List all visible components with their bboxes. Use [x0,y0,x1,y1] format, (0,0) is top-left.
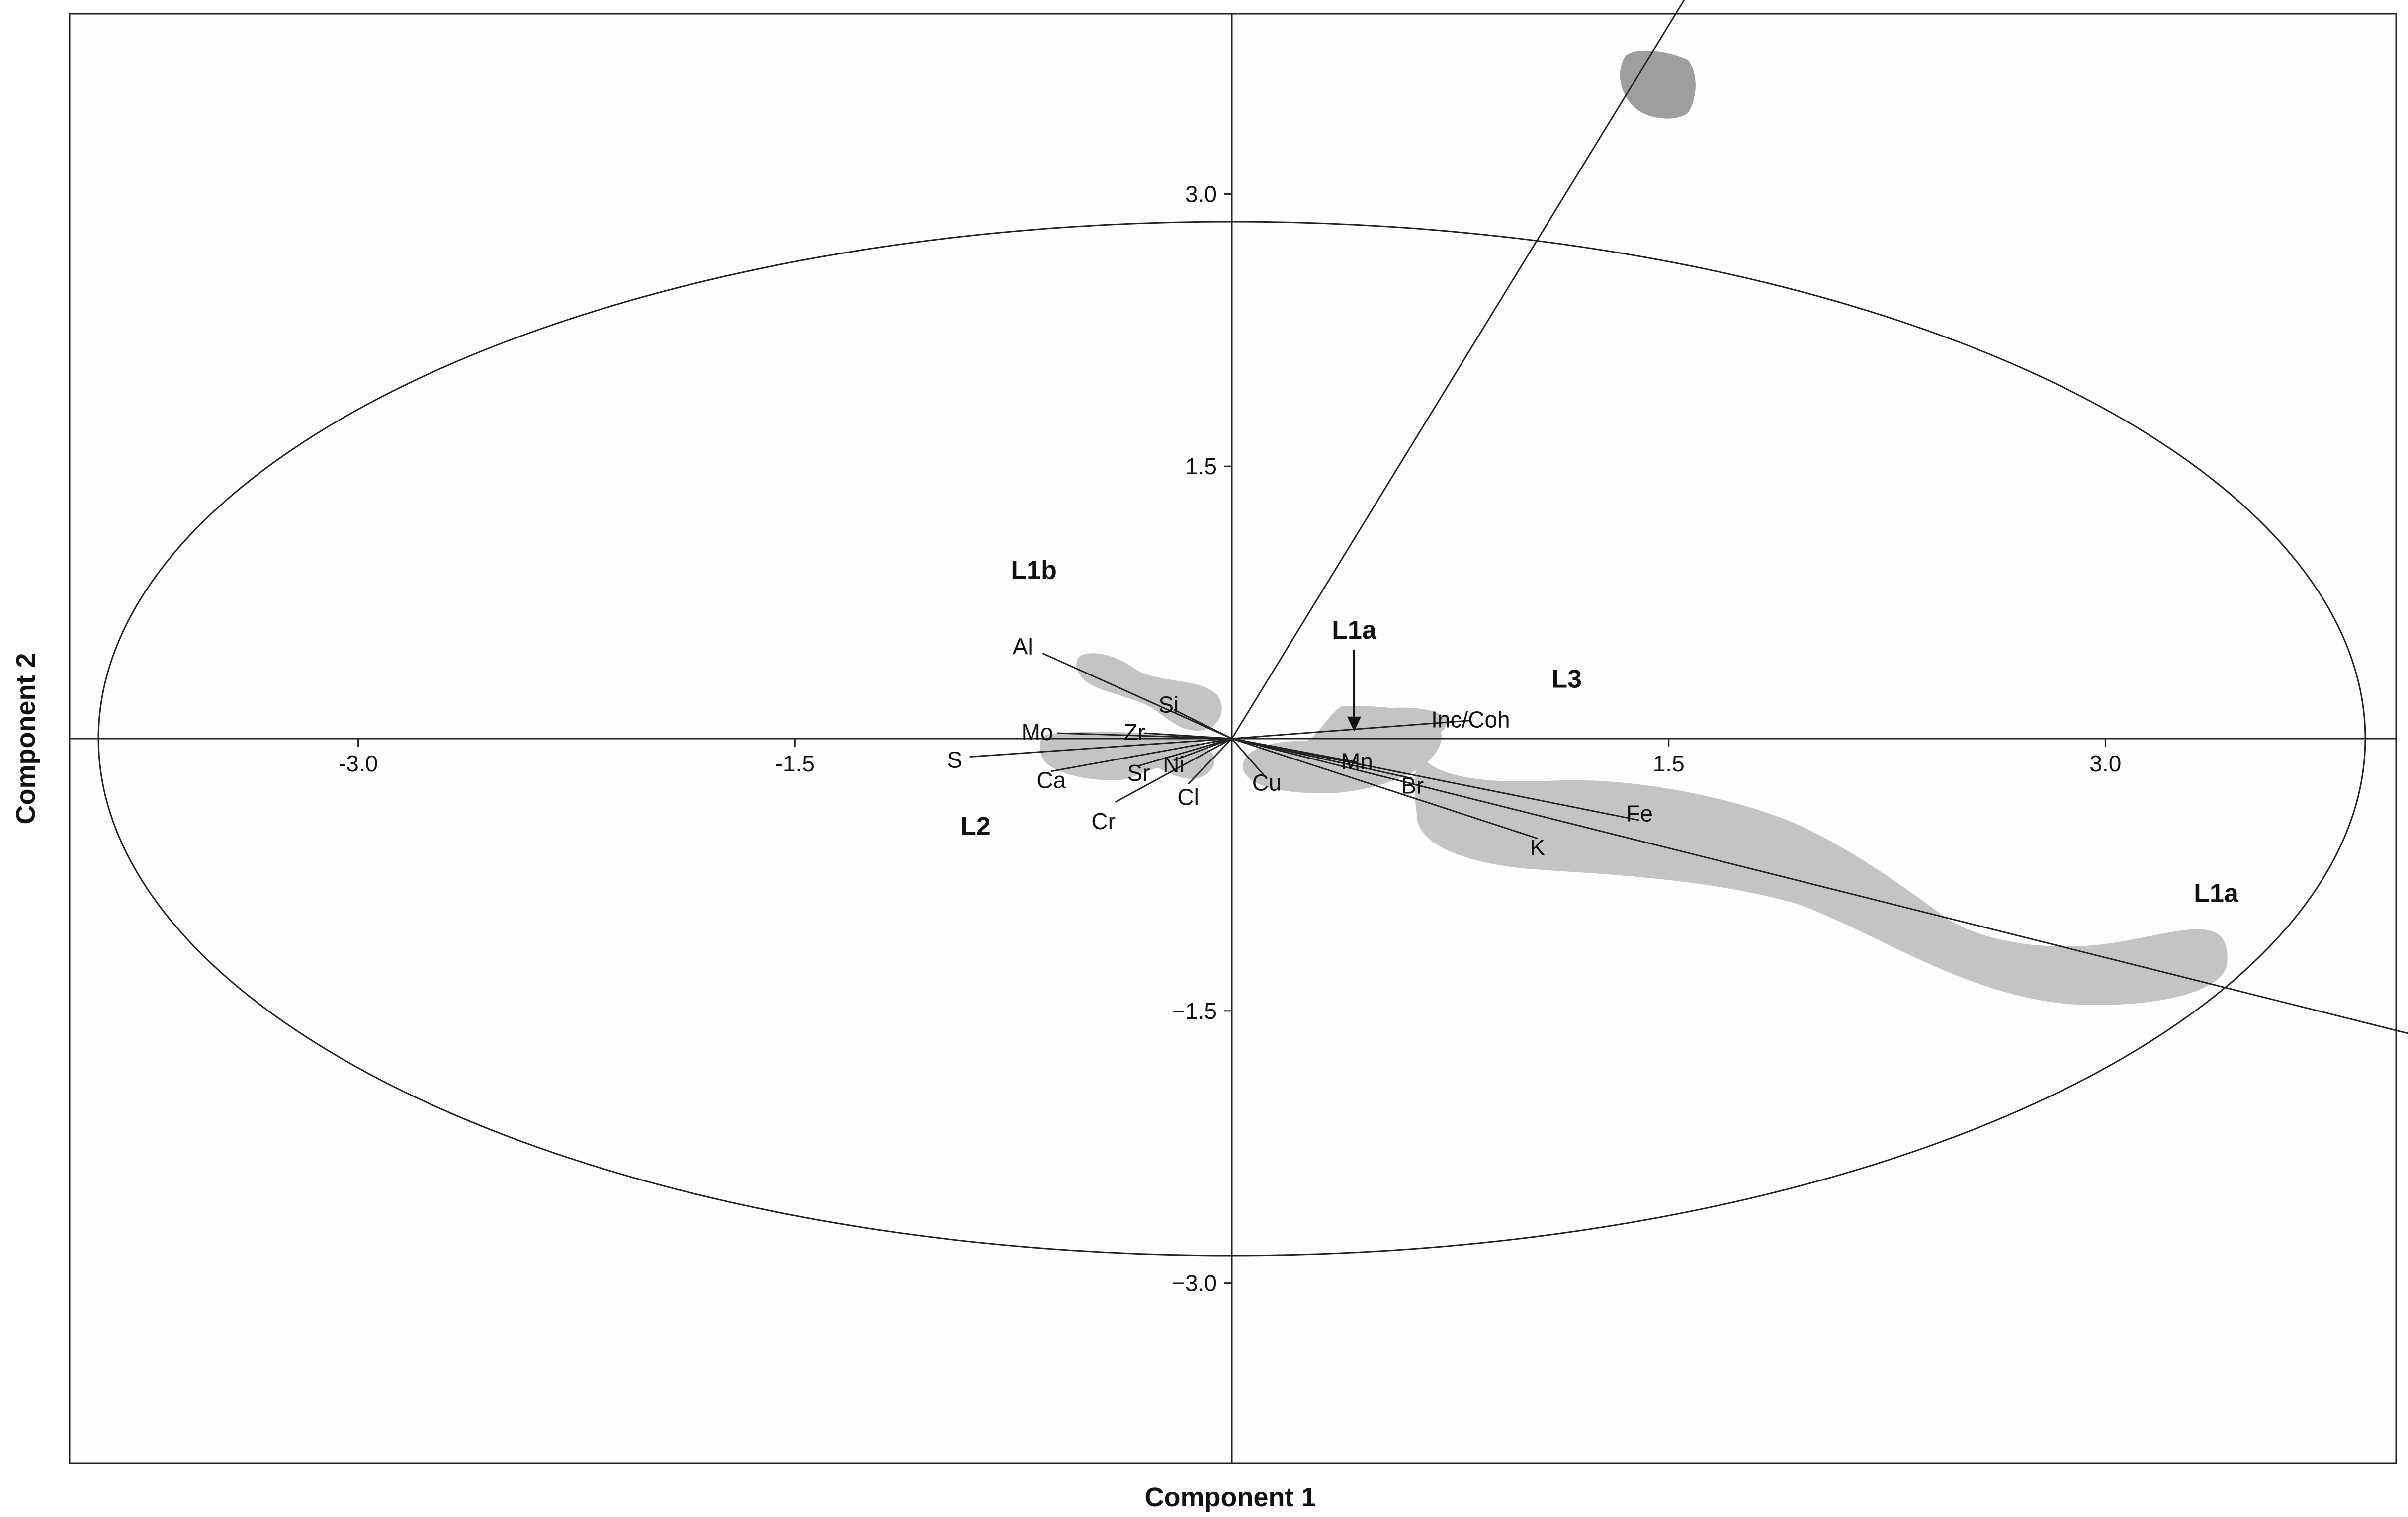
vector-label-al: Al [1013,633,1033,659]
cluster-rb [1620,50,1696,119]
group-label-l1a-5: L1a [2194,879,2239,908]
y-tick-label: −3.0 [1172,1270,1217,1296]
vector-mo [1057,732,1232,740]
vector-label-sr: Sr [1127,760,1150,786]
group-label-l1a-2: L1a [1332,616,1377,645]
vector-rb [1231,0,1685,739]
vector-ni [1173,738,1232,761]
pointer-arrow-head [1347,716,1362,732]
vector-cu [1231,738,1268,779]
y-axis-title: Component 2 [11,653,41,825]
vector-label-zr: Zr [1124,719,1145,745]
y-tick-label: −1.5 [1172,998,1217,1024]
x-tick-label: 1.5 [1653,751,1685,776]
vector-label-mn: Mn [1341,748,1373,774]
group-label-l2-4: L2 [960,812,991,841]
vector-label-fe: Fe [1626,800,1653,826]
vector-label-si: Si [1158,692,1179,718]
confidence-ellipse [97,221,2366,1257]
cluster-ti-fe-k [1414,756,2228,1005]
vector-label-k: K [1530,835,1546,860]
y-tick-label: 1.5 [1185,453,1217,479]
vector-cl [1188,738,1233,785]
x-tick-label: -3.0 [339,751,378,776]
vector-label-s: S [947,747,962,773]
vector-inc-coh [1231,719,1471,740]
vector-ca [1051,738,1232,772]
x-tick-label: -1.5 [775,751,815,776]
x-tick-label: 3.0 [2089,751,2121,776]
y-tick-label: 3.0 [1185,181,1217,207]
vector-cr [1115,738,1232,803]
vector-s [969,738,1232,758]
group-label-l1b-1: L1b [1011,556,1056,585]
vector-fe [1231,738,1640,821]
vector-label-cu: Cu [1252,769,1282,795]
chart-labels: RbTiFeKBrMnInc/CohCuAlSiZrMoSCaSrNiClCrL… [947,556,2239,908]
vector-label-ni: Ni [1163,752,1184,777]
vector-si [1173,709,1232,740]
vector-label-mo: Mo [1022,719,1053,745]
vector-ti [1231,738,2408,1034]
vector-label-cl: Cl [1177,784,1199,810]
vector-k [1231,738,1538,840]
vector-al [1042,652,1232,740]
vector-label-inc-coh: Inc/Coh [1431,706,1510,732]
x-axis-title: Component 1 [1145,1482,1316,1512]
loading-vectors [969,0,2408,1034]
vector-br [1231,738,1413,779]
vector-label-br: Br [1401,772,1424,798]
vector-sr [1138,738,1232,767]
vector-mn [1231,738,1358,763]
vector-label-ca: Ca [1036,767,1066,793]
cluster-al-si [1076,653,1222,731]
vector-label-cr: Cr [1091,808,1116,834]
cluster-s-ca-sr [1039,732,1215,780]
group-label-l3-3: L3 [1551,665,1582,693]
